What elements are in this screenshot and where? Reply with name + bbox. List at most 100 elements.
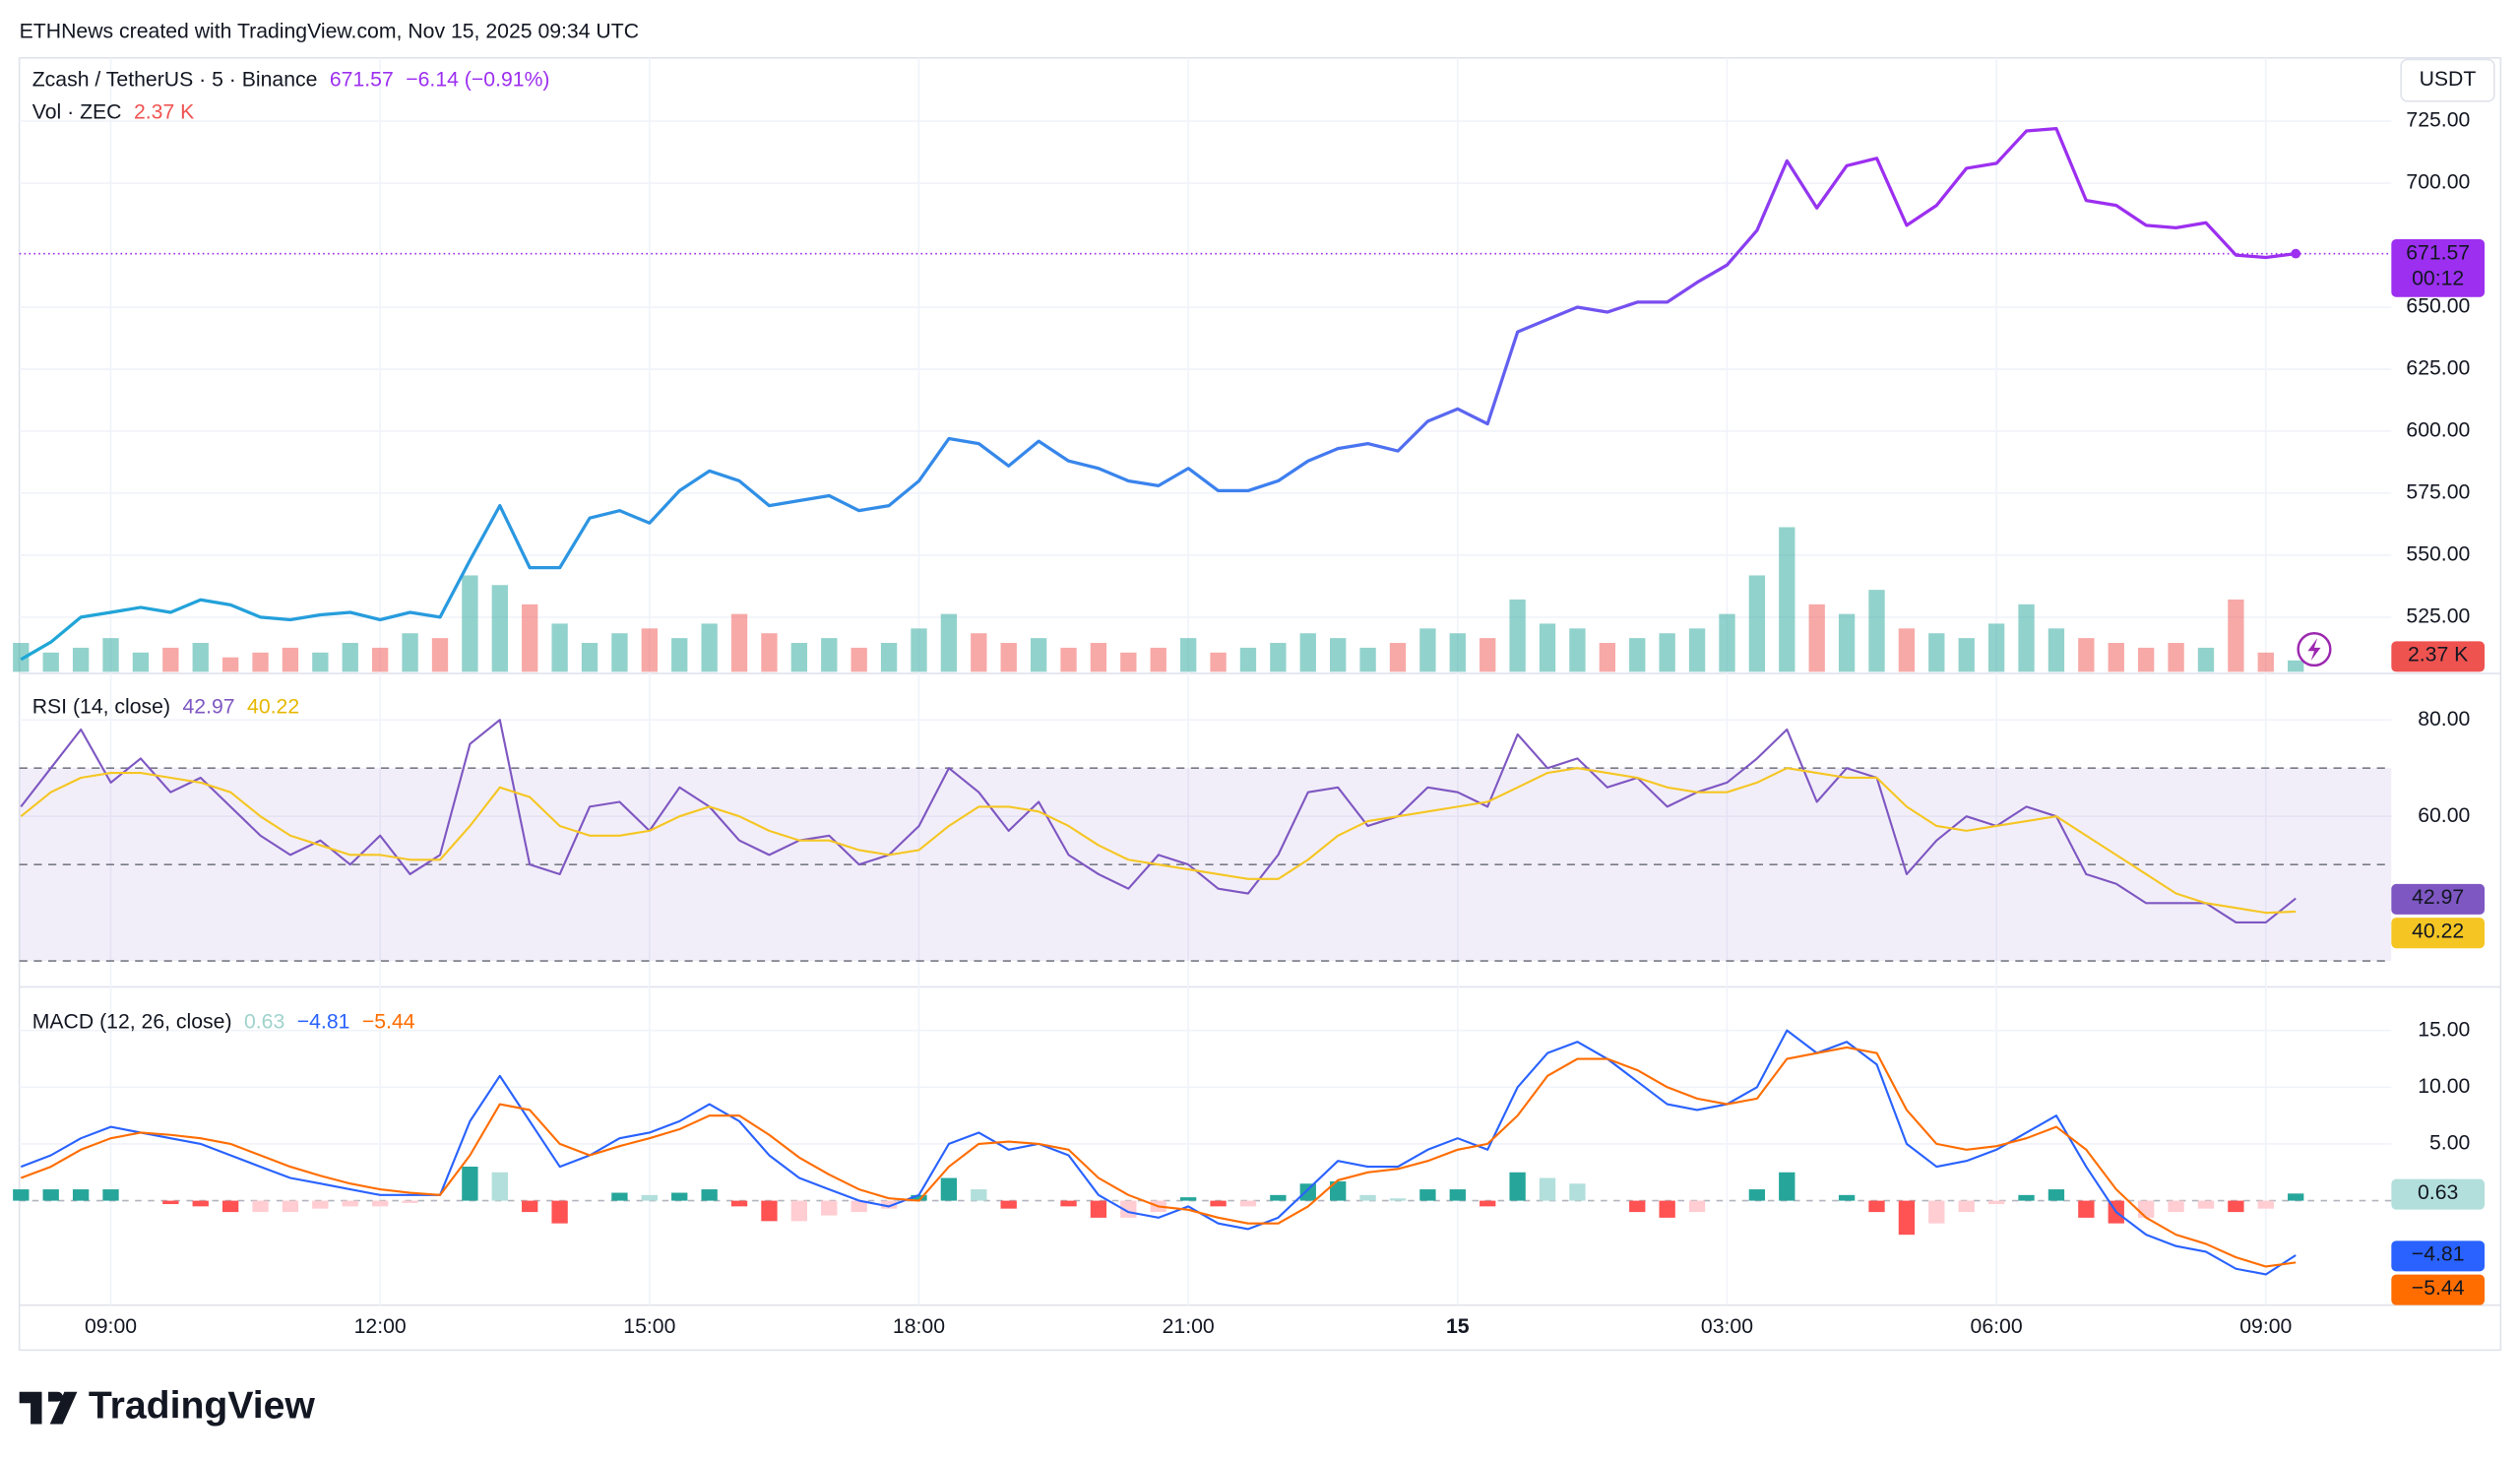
volume-bar	[132, 652, 150, 672]
volume-legend: Vol · ZEC 2.37 K	[32, 100, 195, 123]
series-line	[20, 1046, 2297, 1268]
histogram-bar	[1060, 1200, 1077, 1207]
volume-bar	[1987, 623, 2005, 672]
y-tick-label: 525.00	[2406, 605, 2470, 628]
histogram-bar	[221, 1200, 239, 1213]
x-tick-label: 15:00	[623, 1315, 675, 1338]
volume-bar	[1958, 638, 1975, 672]
badge-label: 671.57	[2406, 241, 2470, 264]
volume-bar	[1090, 643, 1107, 672]
volume-bar	[671, 638, 688, 672]
x-tick-label: 18:00	[893, 1315, 945, 1338]
histogram-bar	[1480, 1200, 1496, 1207]
volume-bar	[1150, 647, 1166, 672]
volume-bar	[1868, 590, 1885, 672]
histogram-bar	[1419, 1189, 1436, 1201]
alert-bolt	[2307, 638, 2321, 661]
volume-bar	[2048, 628, 2065, 672]
series-line	[20, 1029, 2297, 1276]
histogram-bar	[821, 1200, 838, 1216]
volume-bar	[2257, 652, 2274, 672]
macd-last: −4.81	[297, 1010, 350, 1033]
volume-bar	[2078, 638, 2095, 672]
volume-last: 2.37 K	[134, 100, 194, 123]
y-tick-label: 575.00	[2406, 481, 2470, 504]
histogram-bar	[402, 1200, 418, 1203]
histogram-bar	[551, 1200, 568, 1224]
chart-frame	[18, 56, 2502, 1352]
histogram-bar	[2168, 1200, 2184, 1213]
volume-bar	[1898, 628, 1916, 672]
histogram-bar	[1569, 1183, 1586, 1201]
logo-text: TradingView	[89, 1384, 316, 1427]
series-line	[20, 719, 2297, 923]
histogram-bar	[1629, 1200, 1646, 1213]
volume-bar	[1359, 647, 1376, 672]
histogram-bar	[162, 1200, 179, 1205]
volume-bar	[1239, 647, 1257, 672]
volume-bar	[1060, 647, 1077, 672]
histogram-bar	[2257, 1200, 2274, 1209]
volume-bar	[1569, 628, 1586, 672]
volume-bar	[1659, 633, 1675, 672]
y-tick-label: 650.00	[2406, 295, 2470, 318]
volume-bar	[72, 647, 90, 672]
histogram-bar	[2137, 1200, 2155, 1218]
volume-bar	[2288, 660, 2304, 672]
y-tick-label: 60.00	[2418, 804, 2470, 827]
volume-bar	[282, 647, 299, 672]
histogram-bar	[342, 1200, 358, 1207]
volume-bar	[821, 638, 838, 672]
volume-bar	[1719, 613, 1735, 672]
histogram-bar	[372, 1200, 389, 1207]
badge-label: −5.44	[2412, 1277, 2465, 1300]
histogram-bar	[730, 1200, 748, 1207]
volume-bar	[1779, 527, 1796, 672]
volume-title: Vol · ZEC	[32, 100, 122, 123]
volume-bar	[1000, 643, 1017, 672]
volume-bar	[431, 638, 449, 672]
y-tick-label: 5.00	[2429, 1132, 2470, 1155]
badge-label: 0.63	[2418, 1181, 2458, 1204]
logo[interactable]: TradingView	[19, 1384, 316, 1427]
rsi-title: RSI (14, close)	[32, 695, 170, 718]
y-tick-label: 625.00	[2406, 357, 2470, 380]
volume-bar	[522, 603, 538, 672]
histogram-bar	[1958, 1200, 1975, 1213]
unit-box[interactable]	[2400, 58, 2495, 102]
histogram-bar	[1210, 1200, 1227, 1207]
badge-label: 42.97	[2412, 886, 2464, 909]
histogram-bar	[1449, 1189, 1466, 1201]
volume-bar	[1838, 613, 1856, 672]
histogram-bar	[1359, 1194, 1376, 1201]
histogram-bar	[1748, 1189, 1766, 1201]
volume-bar	[42, 652, 59, 672]
volume-bar	[1688, 628, 1706, 672]
y-tick-label: 550.00	[2406, 543, 2470, 566]
histogram-bar	[491, 1172, 508, 1201]
price-scale-badge	[2391, 641, 2486, 672]
volume-bar	[1808, 603, 1825, 672]
volume-bar	[1419, 628, 1436, 672]
price-scale-badge	[2391, 883, 2486, 915]
histogram-bar	[911, 1194, 927, 1201]
volume-bar	[1210, 652, 1227, 672]
hist-last: 0.63	[244, 1010, 284, 1033]
histogram-bar	[790, 1200, 808, 1222]
rsi-last: 42.97	[182, 695, 234, 718]
histogram-bar	[462, 1167, 478, 1201]
volume-bar	[312, 652, 329, 672]
histogram-bar	[1270, 1194, 1287, 1201]
histogram-bar	[1659, 1200, 1675, 1218]
volume-bar	[2228, 599, 2244, 672]
volume-bar	[1120, 652, 1137, 672]
volume-bar	[462, 575, 478, 672]
x-tick-label: 15	[1446, 1315, 1470, 1338]
rsi-ma-last: 40.22	[247, 695, 299, 718]
volume-bar	[1299, 633, 1316, 672]
x-tick-label: 09:00	[85, 1315, 137, 1338]
histogram-bar	[1330, 1180, 1347, 1201]
badge-label: 40.22	[2412, 920, 2464, 942]
volume-bar	[971, 633, 987, 672]
histogram-bar	[940, 1177, 958, 1201]
